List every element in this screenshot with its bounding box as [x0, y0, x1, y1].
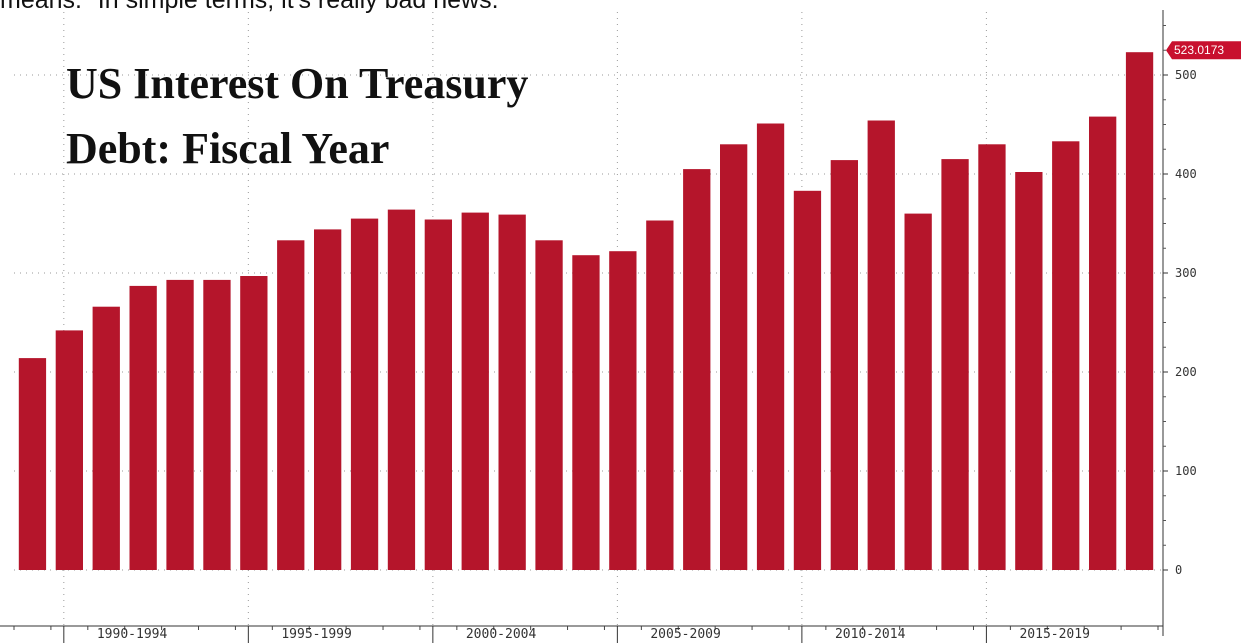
grid-lines [14, 12, 1163, 626]
y-tick-label-5: 500 [1175, 68, 1197, 82]
bars [18, 52, 1154, 571]
bar-7 [277, 240, 305, 571]
y-tick-label-2: 200 [1175, 365, 1197, 379]
x-period-label-0: 1990-1994 [97, 627, 168, 642]
y-tick-label-1: 100 [1175, 464, 1197, 478]
chart-title-line-1: US Interest On Treasury [66, 59, 528, 108]
bar-1 [55, 330, 83, 570]
bar-11 [424, 219, 452, 570]
bar-2 [92, 306, 120, 570]
bar-25 [941, 159, 969, 570]
x-period-label-1: 1995-1999 [281, 627, 351, 642]
y-tick-label-0: 0 [1175, 563, 1182, 577]
bar-6 [240, 276, 268, 570]
bar-19 [720, 144, 748, 571]
x-period-label-2: 2000-2004 [466, 627, 537, 642]
y-axis: 0 100 200 300 400 500 523.0173 [1162, 10, 1241, 636]
bar-24 [904, 213, 932, 570]
bar-18 [683, 169, 711, 570]
bar-28 [1052, 141, 1080, 571]
chart-title-line-2: Debt: Fiscal Year [66, 124, 389, 173]
bar-20 [756, 123, 785, 570]
bar-21 [793, 190, 822, 571]
bar-4 [166, 279, 194, 570]
bar-14 [535, 240, 563, 571]
y-tick-label-4: 400 [1175, 167, 1197, 181]
bar-10 [387, 209, 416, 570]
bar-16 [609, 251, 637, 570]
bar-13 [498, 214, 526, 570]
bar-9 [350, 218, 379, 570]
x-period-label-3: 2005-2009 [650, 627, 720, 642]
bar-0 [18, 358, 47, 570]
bar-29 [1089, 116, 1117, 570]
x-period-label-5: 2015-2019 [1019, 627, 1089, 642]
x-axis: 1990-1994 1995-1999 2000-2004 2005-2009 2010… [0, 625, 1163, 643]
last-value-label: 523.0173 [1174, 43, 1224, 57]
bar-15 [572, 255, 600, 570]
bar-26 [978, 144, 1006, 571]
bar-30 [1125, 52, 1154, 570]
x-period-label-4: 2010-2014 [835, 627, 906, 642]
last-value-badge [1166, 41, 1241, 60]
bar-12 [461, 212, 489, 570]
bar-27 [1015, 172, 1043, 570]
caption-text: means." In simple terms, it's really bad… [0, 0, 499, 14]
bar-23 [867, 120, 895, 570]
y-tick-label-3: 300 [1175, 266, 1197, 280]
bar-3 [129, 285, 157, 570]
bar-17 [646, 220, 674, 570]
bar-22 [830, 160, 858, 570]
bar-5 [203, 279, 231, 570]
bar-8 [314, 229, 342, 570]
